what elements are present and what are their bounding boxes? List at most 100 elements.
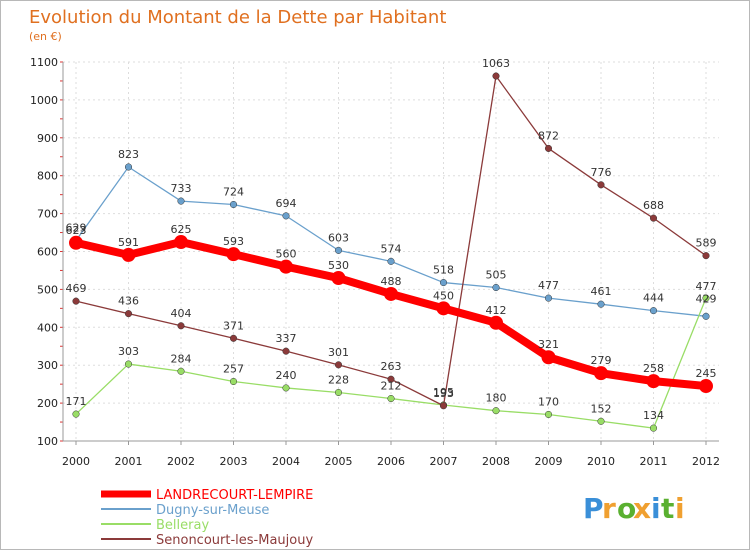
data-label: 688 xyxy=(643,199,664,212)
logo-letter: r xyxy=(602,492,616,525)
data-point xyxy=(597,181,605,189)
data-point xyxy=(177,367,185,375)
data-label: 152 xyxy=(591,402,612,415)
x-tick-label: 2004 xyxy=(272,455,300,468)
data-label: 180 xyxy=(486,392,507,405)
x-tick-label: 2008 xyxy=(482,455,510,468)
data-label: 776 xyxy=(591,166,612,179)
x-tick-label: 2002 xyxy=(167,455,195,468)
data-label: 591 xyxy=(118,236,139,249)
y-tick-label: 1100 xyxy=(30,56,58,69)
data-label: 301 xyxy=(328,346,349,359)
data-label: 724 xyxy=(223,186,244,199)
data-point xyxy=(387,257,395,265)
legend-label: LANDRECOURT-LEMPIRE xyxy=(156,488,313,503)
y-tick-label: 500 xyxy=(37,283,58,296)
data-label: 228 xyxy=(328,373,349,386)
data-label: 461 xyxy=(591,285,612,298)
data-label: 589 xyxy=(696,237,717,250)
x-tick-label: 2001 xyxy=(115,455,143,468)
logo-letter: i xyxy=(651,492,661,525)
x-tick-label: 2005 xyxy=(325,455,353,468)
data-point xyxy=(541,350,556,365)
data-point xyxy=(649,307,658,315)
data-point xyxy=(439,402,448,410)
data-point xyxy=(334,246,343,254)
series-group xyxy=(69,72,713,432)
data-label: 284 xyxy=(171,352,192,365)
data-label: 371 xyxy=(223,319,244,332)
data-point xyxy=(597,300,605,308)
legend-label: Belleray xyxy=(156,518,209,533)
chart-title: Evolution du Montant de la Dette par Hab… xyxy=(29,7,446,28)
legend-label: Dugny-sur-Meuse xyxy=(156,503,269,518)
data-point xyxy=(699,379,713,394)
data-point xyxy=(384,286,398,301)
data-label: 245 xyxy=(696,367,717,380)
data-label: 450 xyxy=(433,289,454,302)
data-label: 429 xyxy=(696,292,717,305)
data-label: 170 xyxy=(538,395,559,408)
data-label: 1063 xyxy=(482,57,510,70)
y-tick-label: 200 xyxy=(37,397,58,410)
data-point xyxy=(544,144,553,152)
x-tick-label: 2009 xyxy=(535,455,563,468)
data-point xyxy=(387,375,395,383)
logo-letter: o xyxy=(617,492,636,525)
legend-label: Senoncourt-les-Maujouy xyxy=(156,533,313,548)
logo-letter: t xyxy=(661,492,674,525)
chart-subtitle: (en €) xyxy=(29,30,62,43)
data-point xyxy=(124,310,133,318)
data-label: 193 xyxy=(433,387,454,400)
data-label: 404 xyxy=(171,307,192,320)
data-label: 625 xyxy=(171,223,192,236)
data-point xyxy=(72,297,80,305)
data-label: 560 xyxy=(276,248,297,261)
data-point xyxy=(649,424,658,432)
data-point xyxy=(544,294,553,302)
logo-letter: i xyxy=(675,492,685,525)
data-label: 337 xyxy=(276,332,297,345)
data-labels: 623 591 625 593 560 530 488 450 412 321 279 258 245 6… xyxy=(66,57,717,422)
logo-letter: P xyxy=(583,492,604,525)
data-label: 488 xyxy=(381,275,402,288)
data-label: 444 xyxy=(643,292,664,305)
grid xyxy=(63,61,719,442)
legend: LANDRECOURT-LEMPIREDugny-sur-MeuseBeller… xyxy=(101,488,313,548)
data-point xyxy=(331,271,346,286)
logo-letter: x xyxy=(633,492,651,525)
x-tick-label: 2010 xyxy=(587,455,615,468)
data-label: 257 xyxy=(223,362,244,375)
data-point xyxy=(702,294,710,302)
data-label: 477 xyxy=(538,279,559,292)
data-point xyxy=(334,361,343,369)
data-label: 171 xyxy=(66,395,87,408)
data-point xyxy=(492,407,500,415)
data-label: 823 xyxy=(118,148,139,161)
data-point xyxy=(229,200,238,209)
data-point xyxy=(387,395,395,403)
y-tick-label: 800 xyxy=(37,170,58,183)
data-point xyxy=(702,312,710,320)
data-label: 240 xyxy=(276,369,297,382)
data-point xyxy=(649,214,658,222)
data-point xyxy=(121,247,136,262)
data-label: 603 xyxy=(328,231,349,244)
x-tick-label: 2012 xyxy=(692,455,720,468)
y-tick-label: 900 xyxy=(37,132,58,145)
x-tick-label: 2000 xyxy=(62,455,90,468)
data-point xyxy=(229,334,238,342)
data-point xyxy=(177,197,185,205)
data-point xyxy=(282,347,290,355)
data-point xyxy=(177,322,185,330)
data-point xyxy=(334,388,343,397)
data-label: 593 xyxy=(223,235,244,248)
x-tick-label: 2011 xyxy=(640,455,668,468)
data-point xyxy=(597,417,605,425)
axes: 100 200 300 400 500 600 700 800 900 1000 1100 2000 2… xyxy=(30,56,720,468)
data-label: 195 xyxy=(433,386,454,399)
data-label: 623 xyxy=(66,224,87,237)
data-point xyxy=(174,235,188,250)
data-label: 303 xyxy=(118,345,139,358)
